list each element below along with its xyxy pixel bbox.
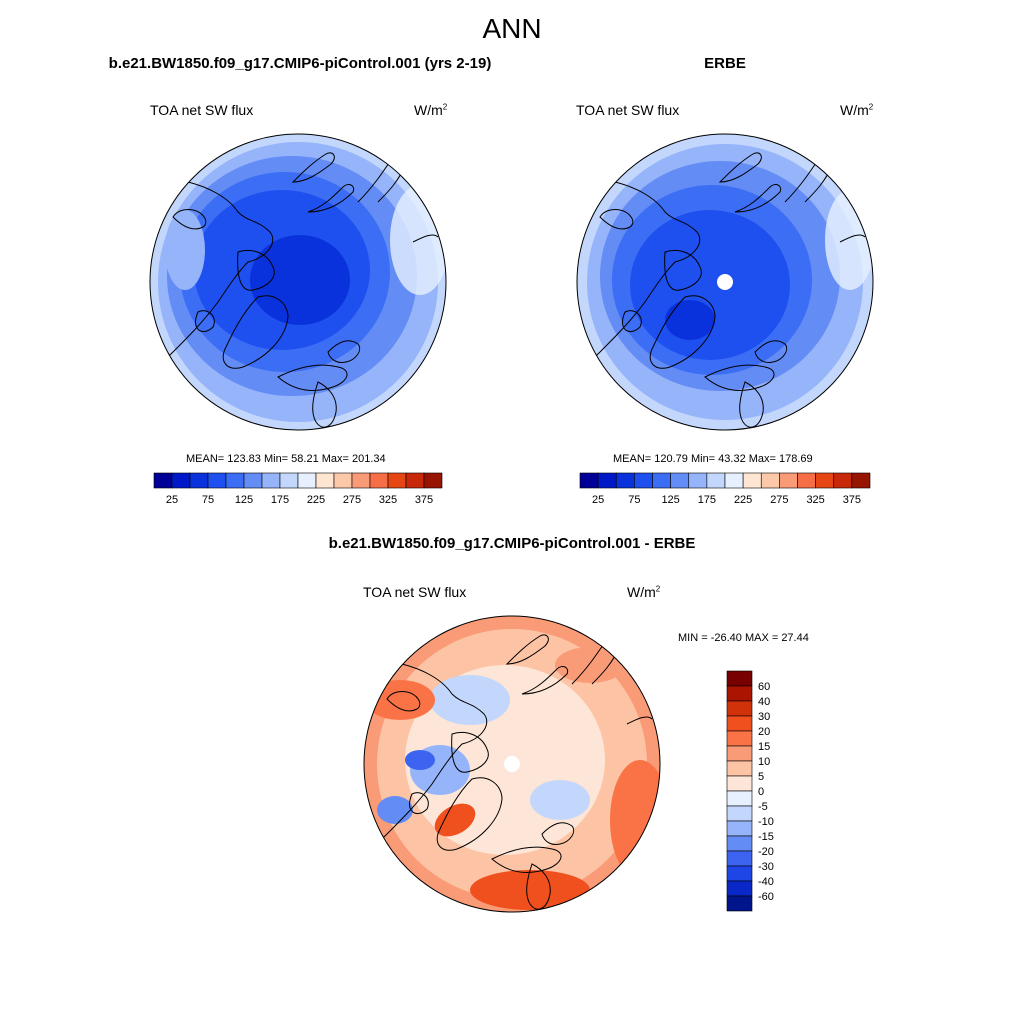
panel-2-colorbar-tick-label: 275 [770, 494, 788, 506]
panel-2-variable: TOA net SW flux [576, 102, 680, 118]
panel-3-colorbar-tick-label: 5 [758, 771, 764, 783]
panel-1-colorbar-box [405, 472, 425, 489]
panel-3-colorbar-box [726, 715, 753, 732]
panel-2-units: W/m2 [840, 102, 874, 118]
panel-1-colorbar-box [189, 472, 209, 489]
panel-3-colorbar-box [726, 865, 753, 882]
panel-3-variable: TOA net SW flux [363, 584, 467, 600]
figure-title: ANN [482, 13, 542, 44]
panel-1-colorbar-box [369, 472, 389, 489]
panel-3-colorbar-tick-label: 40 [758, 696, 770, 708]
panel-1-stats: MEAN= 123.83 Min= 58.21 Max= 201.34 [186, 453, 386, 465]
panel-1-colorbar-tick-label: 225 [307, 494, 325, 506]
panel-3-colorbar-box [726, 700, 753, 717]
panel-1-colorbar-box [297, 472, 317, 489]
panel-1-colorbar-tick-label: 75 [202, 494, 214, 506]
panel-2-stats: MEAN= 120.79 Min= 43.32 Max= 178.69 [613, 453, 813, 465]
panel-2-colorbar-box [706, 472, 726, 489]
panel-2-colorbar-box [797, 472, 816, 489]
panel-2-colorbar-tick-label: 125 [661, 494, 679, 506]
panel-3-colorbar-tick-label: 0 [758, 786, 764, 798]
panel-1-colorbar-tick-label: 275 [343, 494, 361, 506]
panel-2-colorbar-box [634, 472, 653, 489]
panel-1-title: b.e21.BW1850.f09_g17.CMIP6-piControl.001… [108, 55, 492, 72]
panel-1-colorbar-box [387, 472, 407, 489]
panel-1-colorbar-tick-label: 175 [271, 494, 289, 506]
panel-2-colorbar-box [779, 472, 798, 489]
panel-2-colorbar-box [851, 472, 871, 489]
panel-1-colorbar: 25 75 125 175 225 275 325 375 [153, 472, 443, 506]
panel-2-colorbar-tick-label: 75 [628, 494, 640, 506]
panel-1-colorbar-box [315, 472, 335, 489]
panel-3-colorbar: 60 40 30 20 15 10 5 0 -5 -10 -15 -20 -30 -40 -60 [726, 670, 774, 912]
panel-1-colorbar-box [423, 472, 443, 489]
panel-2-colorbar-box [670, 472, 690, 489]
panel-3-colorbar-box [726, 880, 753, 897]
panel-1-colorbar-tick-label: 125 [235, 494, 253, 506]
panel-2-colorbar-tick-label: 225 [734, 494, 752, 506]
panel-3-colorbar-tick-label: 15 [758, 741, 770, 753]
panel-3-colorbar-box [726, 895, 753, 912]
panel-3-colorbar-tick-label: -15 [758, 831, 774, 843]
panel-3-colorbar-tick-label: -5 [758, 801, 768, 813]
panel-3-colorbar-box [726, 745, 753, 762]
panel-2-colorbar-box [652, 472, 671, 489]
panel-3-colorbar-tick-label: 30 [758, 711, 770, 723]
panel-3-colorbar-tick-label: -40 [758, 876, 774, 888]
panel-1-colorbar-box [153, 472, 173, 489]
panel-2-colorbar-tick-label: 325 [806, 494, 824, 506]
panel-2-colorbar: 25 75 125 175 225 275 325 375 [579, 472, 871, 506]
panel-2-title: ERBE [704, 55, 746, 72]
panel-1-colorbar-tick-label: 375 [415, 494, 433, 506]
panel-1-variable: TOA net SW flux [150, 102, 254, 118]
panel-3-colorbar-tick-label: 60 [758, 681, 770, 693]
panel-2-colorbar-box [742, 472, 762, 489]
panel-3-colorbar-box [726, 685, 753, 702]
panel-3-colorbar-box [726, 760, 753, 777]
panel-1-colorbar-box [243, 472, 263, 489]
panel-3-colorbar-tick-label: -30 [758, 861, 774, 873]
panel-3-colorbar-box [726, 670, 753, 687]
panel-1-colorbar-box [207, 472, 227, 489]
panel-3-colorbar-tick-label: 20 [758, 726, 770, 738]
panel-2-colorbar-box [760, 472, 780, 489]
panel-1-colorbar-box [279, 472, 299, 489]
panel-1-colorbar-box [225, 472, 245, 489]
panel-3-colorbar-box [726, 805, 753, 822]
panel-3-colorbar-box [726, 730, 753, 747]
panel-1-colorbar-box [171, 472, 191, 489]
panel-3-stats: MIN = -26.40 MAX = 27.44 [678, 632, 809, 644]
panel-2-colorbar-tick-label: 25 [592, 494, 604, 506]
panel-2-colorbar-box [833, 472, 853, 489]
panel-3-title: b.e21.BW1850.f09_g17.CMIP6-piControl.001… [328, 535, 696, 552]
panel-1-colorbar-tick-label: 25 [166, 494, 178, 506]
panel-2-map [576, 133, 874, 431]
panel-3-colorbar-box [726, 775, 753, 792]
panel-2-colorbar-box [688, 472, 708, 489]
panel-1-colorbar-box [333, 472, 353, 489]
panel-3-colorbar-box [726, 850, 753, 867]
panel-3-colorbar-tick-label: -60 [758, 891, 774, 903]
panel-2-colorbar-tick-label: 375 [843, 494, 861, 506]
panel-3-colorbar-tick-label: 10 [758, 756, 770, 768]
panel-3-units: W/m2 [627, 584, 661, 600]
panel-3-colorbar-tick-label: -10 [758, 816, 774, 828]
panel-1-colorbar-tick-label: 325 [379, 494, 397, 506]
panel-3-map [363, 615, 661, 913]
panel-1-colorbar-box [261, 472, 281, 489]
panel-1-map [149, 133, 447, 431]
panel-2-colorbar-box [815, 472, 835, 489]
panel-2-colorbar-box [615, 472, 635, 489]
panel-1-units: W/m2 [414, 102, 448, 118]
panel-2-colorbar-box [579, 472, 599, 489]
panel-3-colorbar-box [726, 835, 753, 852]
panel-2-colorbar-tick-label: 175 [698, 494, 716, 506]
panel-2-colorbar-box [724, 472, 744, 489]
panel-1-colorbar-box [351, 472, 371, 489]
panel-3-colorbar-box [726, 790, 753, 807]
panel-2-colorbar-box [597, 472, 617, 489]
panel-3-colorbar-tick-label: -20 [758, 846, 774, 858]
panel-3-colorbar-box [726, 820, 753, 837]
